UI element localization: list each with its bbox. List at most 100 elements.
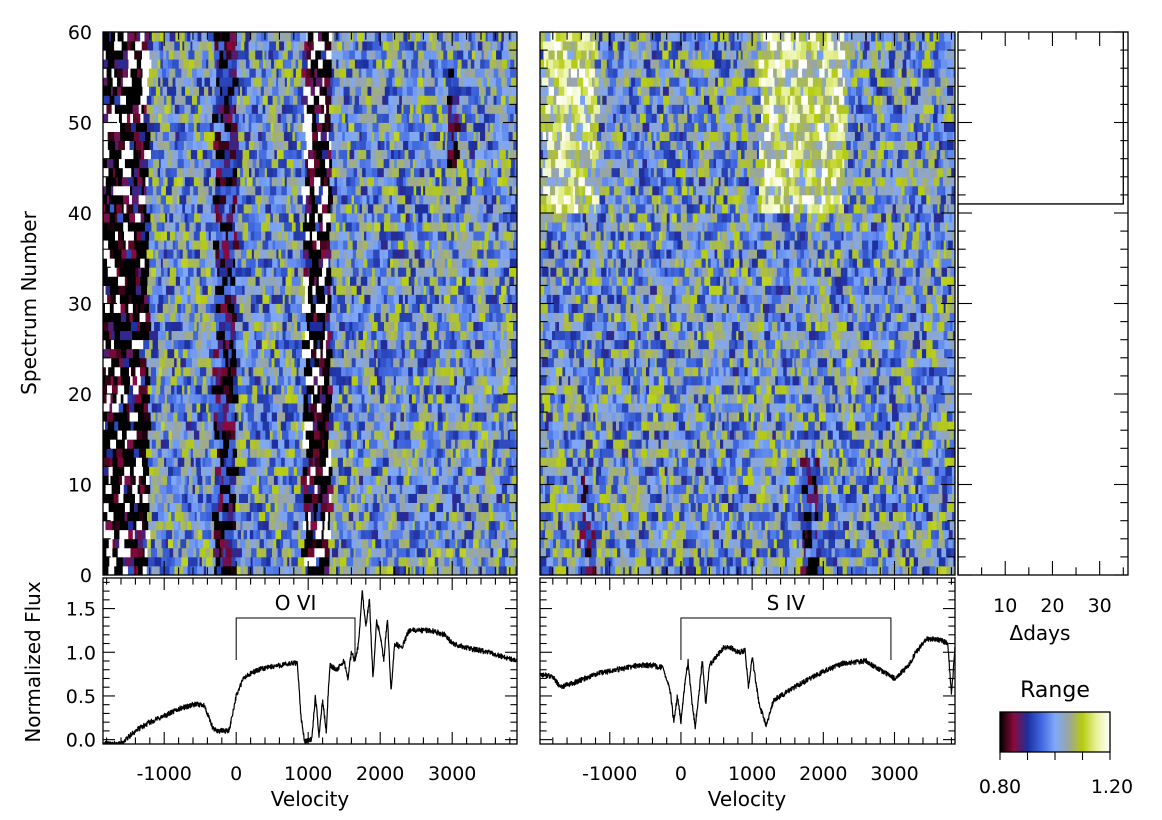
heatmap-cell: [282, 176, 286, 187]
heatmap-cell: [322, 149, 328, 160]
heatmap-cell: [398, 294, 404, 304]
heatmap-cell: [282, 366, 287, 377]
heatmap-cell: [268, 384, 273, 395]
heatmap-cell: [259, 321, 265, 332]
heatmap-cell: [293, 312, 298, 322]
heatmap-cell: [505, 556, 510, 567]
heatmap-cell: [176, 167, 184, 178]
heatmap-cell: [146, 294, 151, 304]
heatmap-cell: [405, 421, 409, 431]
heatmap-cell: [410, 231, 418, 241]
heatmap-cell: [462, 529, 465, 540]
heatmap-cell: [457, 520, 462, 531]
heatmap-cell: [484, 484, 491, 494]
heatmap-cell: [251, 321, 255, 332]
heatmap-cell: [180, 366, 184, 377]
heatmap-cell: [123, 213, 130, 223]
heatmap-cell: [239, 448, 243, 458]
heatmap-cell: [483, 176, 488, 187]
heatmap-cell: [226, 412, 232, 422]
heatmap-cell: [242, 475, 248, 485]
heatmap-cell: [387, 484, 392, 494]
heatmap-cell: [505, 457, 512, 467]
heatmap-cell: [163, 140, 168, 151]
heatmap-cell: [268, 194, 275, 205]
heatmap-cell: [250, 448, 256, 458]
heatmap-cell: [379, 258, 384, 268]
heatmap-cell: [331, 167, 336, 178]
heatmap-cell: [258, 140, 263, 151]
heatmap-cell: [436, 520, 442, 531]
heatmap-cell: [503, 348, 508, 359]
heatmap-cell: [240, 556, 246, 567]
heatmap-cell: [184, 484, 189, 494]
heatmap-cell: [505, 312, 512, 322]
heatmap-cell: [322, 348, 327, 359]
heatmap-cell: [335, 475, 340, 485]
heatmap-cell: [300, 475, 308, 485]
heatmap-cell: [215, 303, 221, 313]
heatmap-cell: [482, 484, 486, 494]
heatmap-cell: [103, 213, 111, 223]
heatmap-cell: [289, 203, 292, 214]
heatmap-cell: [365, 140, 372, 151]
heatmap-cell: [360, 529, 366, 540]
heatmap-cell: [408, 176, 415, 187]
heatmap-cell: [247, 394, 252, 404]
heatmap-cell: [382, 430, 388, 440]
heatmap-cell: [154, 493, 159, 503]
heatmap-cell: [306, 167, 311, 178]
heatmap-cell: [445, 276, 451, 286]
heatmap-cell: [209, 394, 217, 404]
heatmap-cell: [312, 267, 317, 277]
heatmap-cell: [266, 547, 273, 558]
heatmap-cell: [132, 375, 138, 386]
heatmap-cell: [357, 466, 365, 476]
heatmap-cell: [231, 457, 236, 467]
heatmap-cell: [341, 430, 347, 440]
heatmap-cell: [235, 339, 239, 350]
heatmap-cell: [346, 185, 352, 196]
heatmap-cell: [428, 547, 432, 558]
heatmap-cell: [111, 556, 114, 567]
heatmap-cell: [233, 258, 236, 268]
heatmap-cell: [270, 348, 275, 359]
heatmap-cell: [273, 330, 277, 341]
heatmap-cell: [491, 357, 496, 368]
heatmap-cell: [444, 203, 451, 214]
heatmap-cell: [368, 394, 374, 404]
heatmap-cell: [322, 439, 325, 449]
heatmap-cell: [501, 167, 505, 178]
heatmap-cell: [442, 421, 448, 431]
heatmap-cell: [248, 366, 252, 377]
heatmap-cell: [227, 366, 232, 377]
heatmap-cell: [319, 556, 326, 567]
heatmap-cell: [215, 357, 222, 368]
heatmap-cell: [346, 520, 354, 531]
heatmap-cell: [149, 203, 153, 214]
heatmap-cell: [358, 421, 366, 431]
heatmap-cell: [261, 131, 267, 141]
heatmap-cell: [180, 538, 187, 549]
heatmap-cell: [171, 511, 176, 522]
heatmap-cell: [418, 412, 424, 422]
heatmap-cell: [343, 421, 351, 431]
heatmap-cell: [309, 231, 313, 241]
heatmap-cell: [173, 439, 180, 449]
heatmap-cell: [500, 348, 504, 359]
heatmap-cell: [427, 276, 431, 286]
heatmap-cell: [165, 466, 169, 476]
heatmap-cell: [464, 231, 468, 241]
heatmap-cell: [434, 511, 439, 522]
heatmap-cell: [361, 366, 365, 377]
heatmap-cell: [327, 484, 334, 494]
heatmap-cell: [256, 240, 261, 250]
heatmap-cell: [308, 484, 315, 494]
heatmap-cell: [286, 475, 290, 485]
heatmap-cell: [196, 439, 201, 449]
heatmap-cell: [129, 403, 135, 413]
heatmap-cell: [480, 285, 485, 295]
heatmap-cell: [404, 403, 410, 413]
heatmap-cell: [489, 213, 493, 223]
heatmap-cell: [442, 529, 446, 540]
